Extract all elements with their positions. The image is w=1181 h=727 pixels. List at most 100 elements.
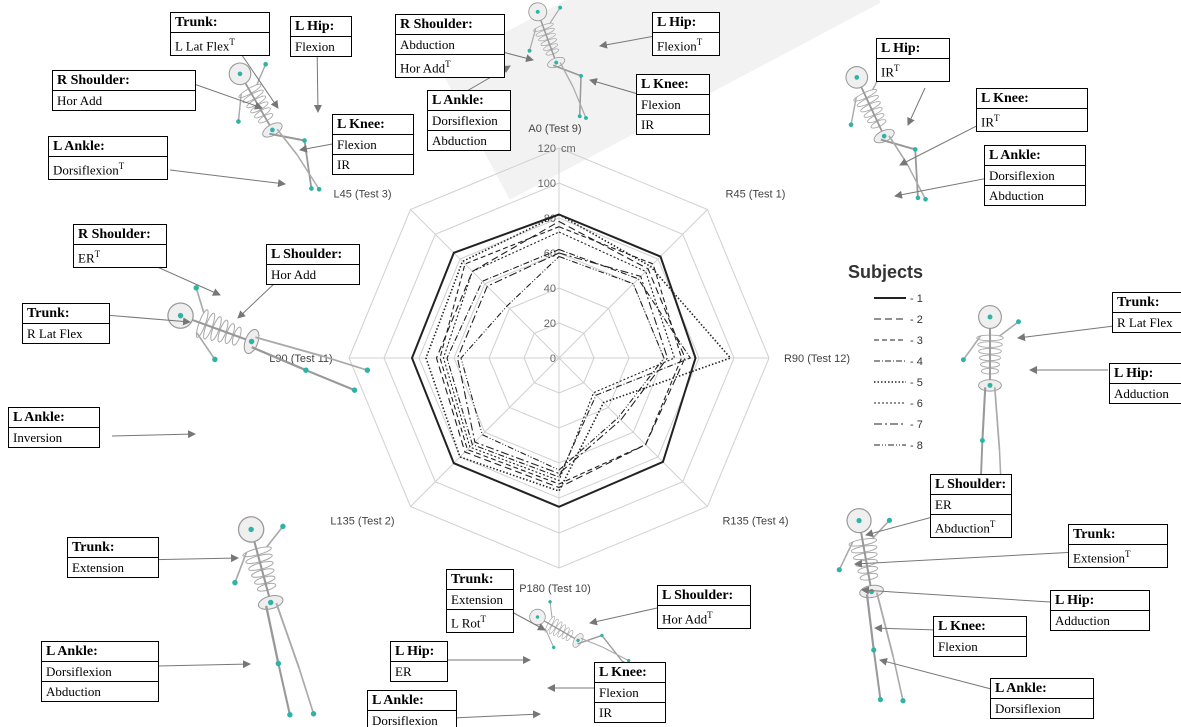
series-7-line (456, 252, 669, 475)
axis-label: R135 (Test 4) (722, 515, 788, 527)
tibia (322, 355, 368, 372)
annotation-heading: R Shoulder: (74, 225, 166, 245)
arm (195, 332, 216, 360)
spine (860, 532, 873, 590)
marker-dot (900, 698, 906, 704)
annotation-heading: L Hip: (1110, 364, 1181, 384)
annotation-line: Hor Add (57, 93, 103, 108)
annotation-heading: R Shoulder: (53, 71, 195, 91)
leader-arrow (1017, 324, 1123, 342)
legend-entry-5: - 5 (910, 377, 923, 389)
marker-dot (915, 195, 921, 201)
tibia (303, 140, 313, 189)
tibia (296, 154, 320, 190)
annotation-box-lankle-a: L Ankle: DorsiflexionT (48, 136, 168, 181)
tibia (277, 663, 291, 715)
marker-dot (263, 61, 268, 67)
annotation-heading: L Knee: (595, 663, 665, 683)
femur (251, 346, 307, 372)
marker-dot (309, 186, 314, 191)
leader-arrow (157, 660, 251, 669)
annotation-box-lhip-b: L Hip: FlexionT (652, 12, 720, 57)
annotation-box-trunk-a: Trunk: L Lat FlexT (170, 12, 270, 57)
annotation-box-trunk-e: Trunk: R Lat Flex (1112, 292, 1181, 333)
leader-arrow (907, 87, 926, 126)
marker-dot (923, 196, 928, 202)
marker-dot (854, 75, 860, 80)
annotation-line: Extension (447, 590, 513, 610)
axis-spoke (410, 357, 560, 507)
arm (871, 519, 891, 540)
marker-dot (979, 438, 985, 443)
annotation-line: Abduction (432, 133, 487, 148)
annotation-box-lshoulder-d: L Shoulder: Hor Add (266, 244, 360, 285)
superscript-mark: T (696, 37, 703, 47)
annotation-box-lknee-c: L Knee: IRT (976, 88, 1088, 133)
marker-dot (871, 647, 877, 653)
annotation-box-lshoulder-f: L Shoulder: ER AbductionT (930, 474, 1012, 539)
femur (552, 64, 582, 77)
marker-dot (836, 567, 842, 573)
annotation-line: IRT (981, 113, 1000, 130)
series-5-line (425, 213, 732, 492)
annotation-heading: L Ankle: (428, 91, 510, 111)
arm (549, 601, 553, 618)
tibia (578, 75, 582, 117)
axis-label: R90 (Test 12) (784, 353, 850, 365)
annotation-heading: Trunk: (68, 538, 158, 558)
annotation-heading: L Knee: (934, 617, 1026, 637)
series-3-line (439, 226, 683, 485)
tick-label: 100 (538, 178, 556, 190)
marker-dot (310, 711, 317, 717)
marker-dot (881, 133, 887, 139)
annotation-line: ExtensionT (1073, 549, 1131, 566)
superscript-mark: T (989, 519, 996, 529)
arm (962, 335, 982, 361)
annotation-line: Abduction (989, 188, 1044, 203)
annotation-line: Inversion (13, 430, 63, 445)
tick-label: 0 (550, 353, 556, 365)
annotation-box-trunk-h: Trunk: Extension L RotT (446, 569, 514, 634)
spine (253, 541, 272, 601)
annotation-box-rshoulder-d: R Shoulder: ERT (73, 224, 167, 269)
femur (255, 336, 323, 357)
annotation-line: AbductionT (935, 519, 996, 536)
leader-arrow (511, 611, 546, 631)
superscript-mark: T (94, 249, 101, 259)
femur (993, 387, 1001, 451)
marker-dot (535, 9, 540, 14)
marker-dot (280, 523, 286, 530)
annotation-line: Extension (72, 560, 124, 575)
annotation-heading: Trunk: (171, 13, 269, 33)
annotation-box-rshoulder-b: R Shoulder: Abduction Hor AddT (395, 14, 505, 79)
marker-dot (579, 73, 583, 78)
annotation-box-trunk-f: Trunk: ExtensionT (1068, 524, 1168, 569)
annotation-line: L Lat FlexT (175, 37, 235, 54)
marker-dot (364, 367, 371, 373)
annotation-line: Hor Add (271, 267, 317, 282)
legend-entry-4: - 4 (910, 356, 923, 368)
marker-dot (527, 48, 532, 53)
spine (860, 86, 885, 135)
annotation-line: Adduction (1114, 386, 1169, 401)
tibia (572, 86, 587, 119)
leader-arrow (589, 607, 658, 626)
femur (577, 634, 603, 645)
marker-dot (548, 600, 552, 604)
series-8-line (460, 255, 665, 471)
femur (880, 138, 916, 151)
annotation-line: Abduction (396, 35, 504, 55)
femur (580, 637, 603, 648)
skeleton-figure (836, 508, 906, 704)
legend-title: Subjects (848, 262, 923, 282)
superscript-mark: T (480, 614, 487, 624)
marker-dot (177, 312, 184, 319)
tibia (601, 635, 625, 664)
annotation-heading: L Hip: (291, 17, 351, 37)
annotation-line: FlexionT (657, 37, 703, 54)
leader-arrow (861, 586, 1051, 603)
superscript-mark: T (707, 610, 713, 620)
tibia (305, 369, 355, 392)
annotation-heading: L Shoulder: (931, 475, 1011, 495)
